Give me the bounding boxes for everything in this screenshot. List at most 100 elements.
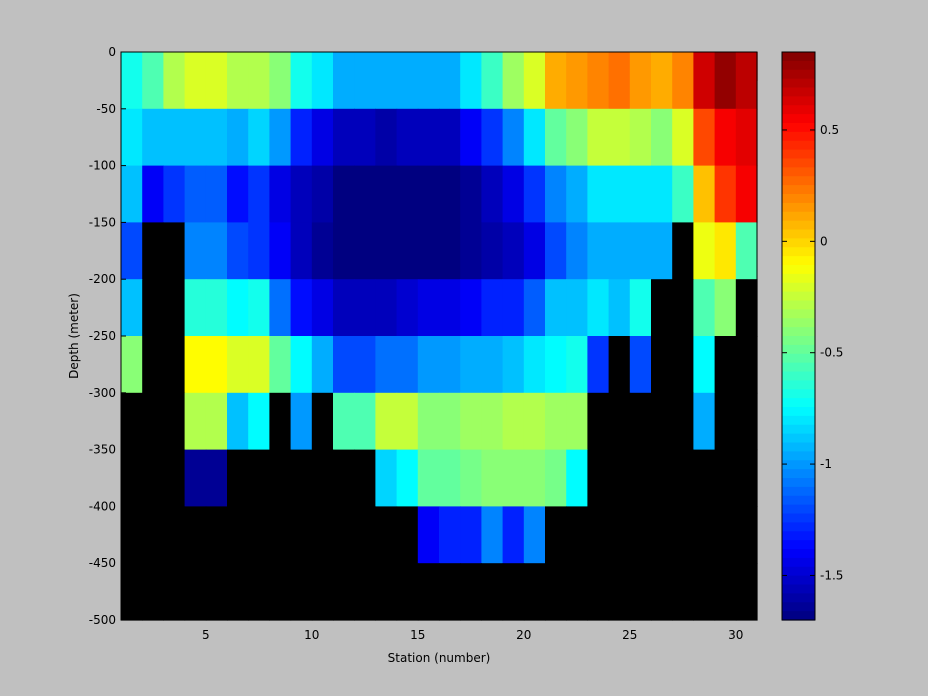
heatmap-cell xyxy=(502,165,525,223)
colorbar-ticks: 0.5 0 -0.5 -1 -1.5 xyxy=(782,123,843,582)
heatmap-cell xyxy=(735,392,758,451)
colorbar-segment xyxy=(782,424,815,435)
heatmap-cell xyxy=(227,336,249,394)
heatmap-cell xyxy=(460,506,482,564)
heatmap-cell xyxy=(205,165,228,223)
heatmap-cell xyxy=(311,449,334,507)
heatmap-cell xyxy=(651,279,673,337)
heatmap-cell xyxy=(269,392,292,451)
heatmap-cell xyxy=(396,279,419,337)
colorbar-segment xyxy=(782,256,815,266)
colorbar-segment xyxy=(782,469,815,479)
colorbar-segment xyxy=(782,478,815,488)
heatmap-cell xyxy=(248,449,270,507)
heatmap-cell xyxy=(184,108,207,167)
heatmap-cell xyxy=(608,279,631,337)
heatmap-cell xyxy=(354,108,376,167)
colorbar-segment xyxy=(782,60,815,71)
colorbar-segment xyxy=(782,309,815,319)
colorbar-segment xyxy=(782,273,815,284)
heatmap-cell xyxy=(608,165,631,223)
heatmap-cell xyxy=(566,563,588,621)
heatmap-cell xyxy=(460,165,482,223)
colorbar-segment xyxy=(782,540,815,550)
y-tick-label: -200 xyxy=(89,272,116,286)
heatmap-cell xyxy=(184,336,207,394)
heatmap-cell xyxy=(184,392,207,451)
heatmap-cell xyxy=(523,563,546,621)
heatmap-cell xyxy=(460,449,482,507)
heatmap-cell xyxy=(439,52,461,110)
heatmap-cell xyxy=(269,563,292,621)
heatmap-cell xyxy=(545,52,567,110)
heatmap-cell xyxy=(142,392,164,451)
heatmap-cell xyxy=(142,506,164,564)
heatmap-cell xyxy=(629,222,652,280)
colorbar-segment xyxy=(782,611,815,621)
heatmap-cell xyxy=(142,165,164,223)
heatmap-cell xyxy=(693,222,716,280)
colorbar-segment xyxy=(782,557,815,568)
heatmap-cell xyxy=(693,165,716,223)
heatmap-cell xyxy=(121,506,143,564)
heatmap-cell xyxy=(651,563,673,621)
heatmap-cell xyxy=(269,222,292,280)
heatmap-cell xyxy=(608,563,631,621)
colorbar-segment xyxy=(782,380,815,390)
heatmap-cell xyxy=(439,563,461,621)
heatmap-cell xyxy=(311,563,334,621)
colorbar-segment xyxy=(782,105,815,115)
colorbar-segment xyxy=(782,318,815,328)
heatmap-cell xyxy=(651,165,673,223)
heatmap-cell xyxy=(587,563,610,621)
heatmap-cell xyxy=(121,336,143,394)
colorbar-segment xyxy=(782,149,815,160)
heatmap-cell xyxy=(121,165,143,223)
colorbar-segment xyxy=(782,336,815,346)
colorbar-segment xyxy=(782,549,815,559)
heatmap-cell xyxy=(439,336,461,394)
heatmap-cell xyxy=(481,392,504,451)
heatmap-cell xyxy=(608,506,631,564)
heatmap-cell xyxy=(735,279,758,337)
heatmap-cell xyxy=(693,449,716,507)
heatmap-cell xyxy=(205,449,228,507)
heatmap-cell xyxy=(205,563,228,621)
heatmap-cell xyxy=(333,279,355,337)
heatmap-cell xyxy=(502,222,525,280)
y-tick-label: -300 xyxy=(89,386,116,400)
heatmap-cell xyxy=(142,108,164,167)
heatmap-cell xyxy=(608,336,631,394)
heatmap-cell xyxy=(311,336,334,394)
heatmap-cell xyxy=(629,336,652,394)
heatmap-cell xyxy=(566,279,588,337)
heatmap-cell xyxy=(375,336,398,394)
heatmap-cell xyxy=(566,336,588,394)
heatmap-cells xyxy=(121,52,758,621)
heatmap-cell xyxy=(417,336,440,394)
heatmap-cell xyxy=(163,506,186,564)
heatmap-cell xyxy=(205,222,228,280)
heatmap-cell xyxy=(566,506,588,564)
heatmap-cell xyxy=(121,279,143,337)
heatmap-cell xyxy=(184,52,207,110)
heatmap-cell xyxy=(693,279,716,337)
heatmap-cell xyxy=(693,392,716,451)
heatmap-cell xyxy=(714,449,737,507)
heatmap-cell xyxy=(142,222,164,280)
colorbar-segment xyxy=(782,602,815,612)
heatmap-cell xyxy=(481,222,504,280)
heatmap-cell xyxy=(481,279,504,337)
heatmap-cell xyxy=(672,449,694,507)
heatmap-cell xyxy=(608,449,631,507)
heatmap-cell xyxy=(227,279,249,337)
heatmap-cell xyxy=(163,222,186,280)
heatmap-cell xyxy=(735,108,758,167)
heatmap-cell xyxy=(248,392,270,451)
heatmap-cell xyxy=(629,52,652,110)
heatmap-cell xyxy=(227,563,249,621)
heatmap-cell xyxy=(290,222,313,280)
colorbar-segment xyxy=(782,158,815,168)
y-tick-label: -450 xyxy=(89,556,116,570)
heatmap-cell xyxy=(290,506,313,564)
